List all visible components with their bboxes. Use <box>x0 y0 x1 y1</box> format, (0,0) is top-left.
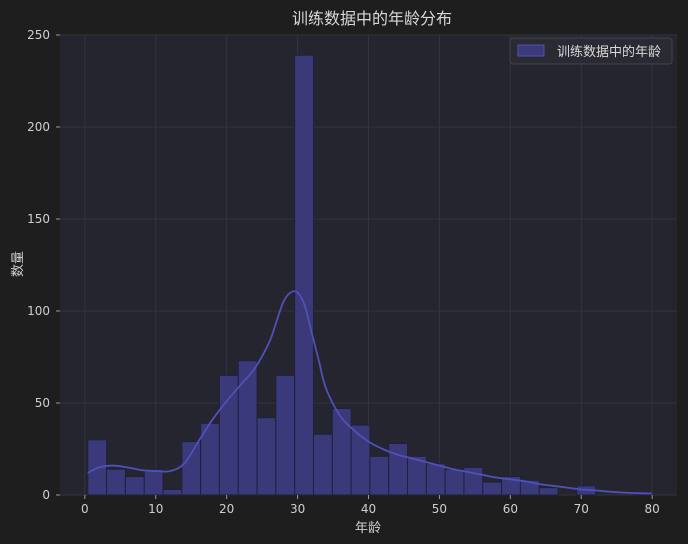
histogram-bar <box>538 487 559 496</box>
legend-box <box>509 37 673 65</box>
histogram-bar <box>294 54 314 496</box>
x-tick-label: 30 <box>290 502 305 516</box>
y-tick-label: 50 <box>35 396 50 410</box>
histogram-bars <box>87 54 653 496</box>
histogram-bar <box>482 481 503 496</box>
x-tick-label: 80 <box>645 502 660 516</box>
x-tick-label: 10 <box>148 502 163 516</box>
legend-label: 训练数据中的年龄 <box>557 44 661 60</box>
grid-lines <box>60 34 677 496</box>
histogram-bar <box>143 468 164 496</box>
histogram-bar <box>275 374 296 496</box>
histogram-bar <box>388 442 409 496</box>
x-tick-label: 70 <box>574 502 589 516</box>
histogram-bar <box>237 360 258 496</box>
histogram-bar <box>181 441 202 496</box>
y-axis-label: 数量 <box>11 251 26 277</box>
histogram-bar <box>425 463 446 496</box>
y-axis-ticks: 0 50 100 150 200 250 <box>27 28 60 502</box>
histogram-bar <box>106 468 126 496</box>
kde-curve <box>87 290 653 495</box>
x-tick-label: 40 <box>361 502 376 516</box>
histogram-bar <box>218 374 239 496</box>
histogram-bar <box>162 488 183 496</box>
histogram-bar <box>256 417 277 496</box>
x-axis-label: 年龄 <box>355 521 381 536</box>
legend-swatch <box>517 44 545 57</box>
y-tick-label: 200 <box>27 120 50 134</box>
histogram-bar <box>312 433 333 496</box>
histogram-bar <box>369 455 390 496</box>
chart-title: 训练数据中的年龄分布 <box>292 9 452 28</box>
histogram-bar <box>124 476 145 496</box>
y-tick-label: 0 <box>42 488 50 502</box>
legend: 训练数据中的年龄 <box>509 37 673 65</box>
histogram-bar <box>444 468 465 496</box>
x-tick-label: 60 <box>503 502 518 516</box>
y-tick-label: 100 <box>27 304 50 318</box>
y-tick-label: 150 <box>27 212 50 226</box>
histogram-bar <box>331 408 352 496</box>
x-tick-label: 20 <box>219 502 234 516</box>
y-tick-label: 250 <box>27 28 50 42</box>
x-tick-label: 50 <box>432 502 447 516</box>
x-tick-label: 0 <box>81 502 89 516</box>
x-axis-ticks: 0 10 20 30 40 50 60 70 80 <box>81 495 660 516</box>
